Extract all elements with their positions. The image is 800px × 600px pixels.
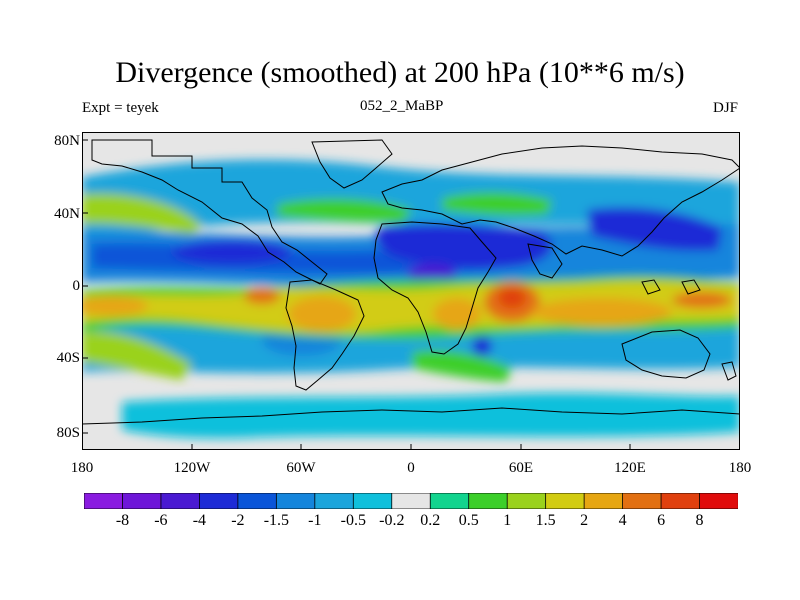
field-div-north-pacific (82, 193, 202, 234)
colorbar-cell (622, 493, 662, 509)
field-max-indian-core (498, 288, 526, 308)
run-id-label: 052_2_MaBP (360, 98, 444, 114)
lon-tick-180w: 180 (70, 460, 94, 476)
colorbar-cell (84, 493, 124, 509)
lat-tick-40n: 40N (54, 206, 80, 222)
coastline-australia (621, 329, 711, 379)
field-max-dateline (672, 292, 732, 308)
map-title: Divergence (smoothed) at 200 hPa (10**6 … (115, 56, 685, 89)
colorbar-label: -1.5 (263, 512, 290, 529)
colorbar-label: 6 (657, 512, 666, 529)
colorbar-cell (699, 493, 738, 509)
field-max-africa (433, 298, 481, 330)
colorbar-cell (660, 493, 701, 509)
colorbar-cell (199, 493, 239, 509)
lon-tick-60w: 60W (286, 460, 316, 476)
field-core-north-2 (375, 223, 553, 269)
coastline-eurasia (381, 145, 740, 257)
field-div-south-atlantic (412, 349, 512, 382)
coastline-africa (373, 221, 497, 355)
colorbar-label: -8 (115, 512, 130, 529)
lon-tick-120w: 120W (173, 460, 211, 476)
colorbar-label: -6 (154, 512, 168, 529)
coastlines (82, 139, 740, 425)
colorbar-cell (314, 493, 354, 509)
colorbar-label: -1 (308, 512, 322, 529)
lon-tick-0: 0 (407, 460, 415, 476)
field-div-south-pacific (82, 331, 192, 380)
colorbar-cell (352, 493, 393, 509)
colorbar-cell (237, 493, 278, 509)
field-max-west-pacific (532, 298, 672, 326)
colorbar-label: -0.5 (340, 512, 366, 529)
coastline-islands (641, 279, 737, 381)
season-label: DJF (712, 100, 738, 116)
colorbar-cell (506, 493, 547, 509)
colorbar-label: 1.5 (535, 512, 556, 529)
field-max-west (82, 296, 148, 316)
colorbar-label: 1 (503, 512, 512, 529)
field-max-americas (288, 296, 356, 332)
tick-marks (82, 139, 631, 450)
colorbar-label: 8 (695, 512, 704, 529)
colorbar (84, 493, 738, 509)
colorbar-cell (468, 493, 508, 509)
colorbar-cell (391, 493, 431, 509)
field-max-americas-core (244, 288, 280, 304)
colorbar-label: -2 (231, 512, 245, 529)
colorbar-cell (122, 493, 162, 509)
coastline-north-america (91, 139, 328, 285)
field-min-africa (408, 264, 456, 284)
lon-tick-120e: 120E (614, 460, 646, 476)
colorbar-cell (429, 493, 470, 509)
colorbar-label: -4 (192, 512, 207, 529)
lat-tick-40s: 40S (56, 350, 80, 366)
field-div-north-atlantic (442, 192, 552, 216)
field-band-north (82, 159, 740, 242)
lat-tick-80s: 80S (56, 425, 80, 441)
colorbar-cell (275, 493, 316, 509)
divergence-field (82, 139, 740, 439)
field-min-pacific (172, 240, 292, 264)
colorbar-cell (545, 493, 585, 509)
coastline-south-america (285, 279, 365, 391)
field-min-indian (472, 336, 492, 356)
coastline-greenland (311, 139, 393, 189)
lon-tick-60e: 60E (508, 460, 534, 476)
colorbar-label: 4 (618, 512, 627, 529)
colorbar-label: 0.2 (420, 512, 441, 529)
divergence-map (82, 132, 740, 450)
coastline-india (527, 243, 563, 279)
colorbar-cell (160, 493, 201, 509)
colorbar-label: -0.2 (379, 512, 405, 529)
experiment-label: Expt = teyek (82, 100, 159, 116)
colorbar-label: 2 (580, 512, 589, 529)
lat-tick-80n: 80N (54, 133, 80, 149)
lon-tick-180e: 180 (728, 460, 752, 476)
coastline-antarctica (82, 407, 740, 425)
colorbar-cells (84, 493, 738, 509)
colorbar-label: 0.5 (458, 512, 479, 529)
field-band-antarctic (122, 392, 740, 439)
lat-tick-0: 0 (72, 278, 81, 294)
colorbar-cell (583, 493, 624, 509)
field-div-north-americas (277, 198, 412, 223)
